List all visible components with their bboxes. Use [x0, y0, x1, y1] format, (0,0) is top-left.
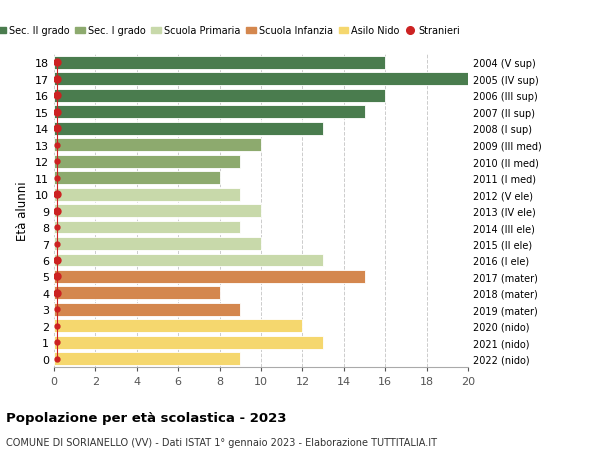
Bar	[54, 57, 385, 70]
Legend: Sec. II grado, Sec. I grado, Scuola Primaria, Scuola Infanzia, Asilo Nido, Stran: Sec. II grado, Sec. I grado, Scuola Prim…	[0, 22, 464, 40]
Bar	[54, 254, 323, 267]
Text: COMUNE DI SORIANELLO (VV) - Dati ISTAT 1° gennaio 2023 - Elaborazione TUTTITALIA: COMUNE DI SORIANELLO (VV) - Dati ISTAT 1…	[6, 437, 437, 447]
Bar	[54, 270, 365, 283]
Bar	[54, 336, 323, 349]
Text: Popolazione per età scolastica - 2023: Popolazione per età scolastica - 2023	[6, 411, 287, 424]
Bar	[54, 188, 240, 201]
Bar	[54, 123, 323, 135]
Bar	[54, 156, 240, 168]
Y-axis label: Età alunni: Età alunni	[16, 181, 29, 241]
Bar	[54, 205, 261, 218]
Bar	[54, 139, 261, 152]
Bar	[54, 221, 240, 234]
Bar	[54, 353, 240, 365]
Bar	[54, 106, 365, 119]
Bar	[54, 90, 385, 102]
Bar	[54, 172, 220, 185]
Bar	[54, 287, 220, 300]
Bar	[54, 238, 261, 251]
Bar	[54, 320, 302, 332]
Bar	[54, 303, 240, 316]
Bar	[54, 73, 468, 86]
